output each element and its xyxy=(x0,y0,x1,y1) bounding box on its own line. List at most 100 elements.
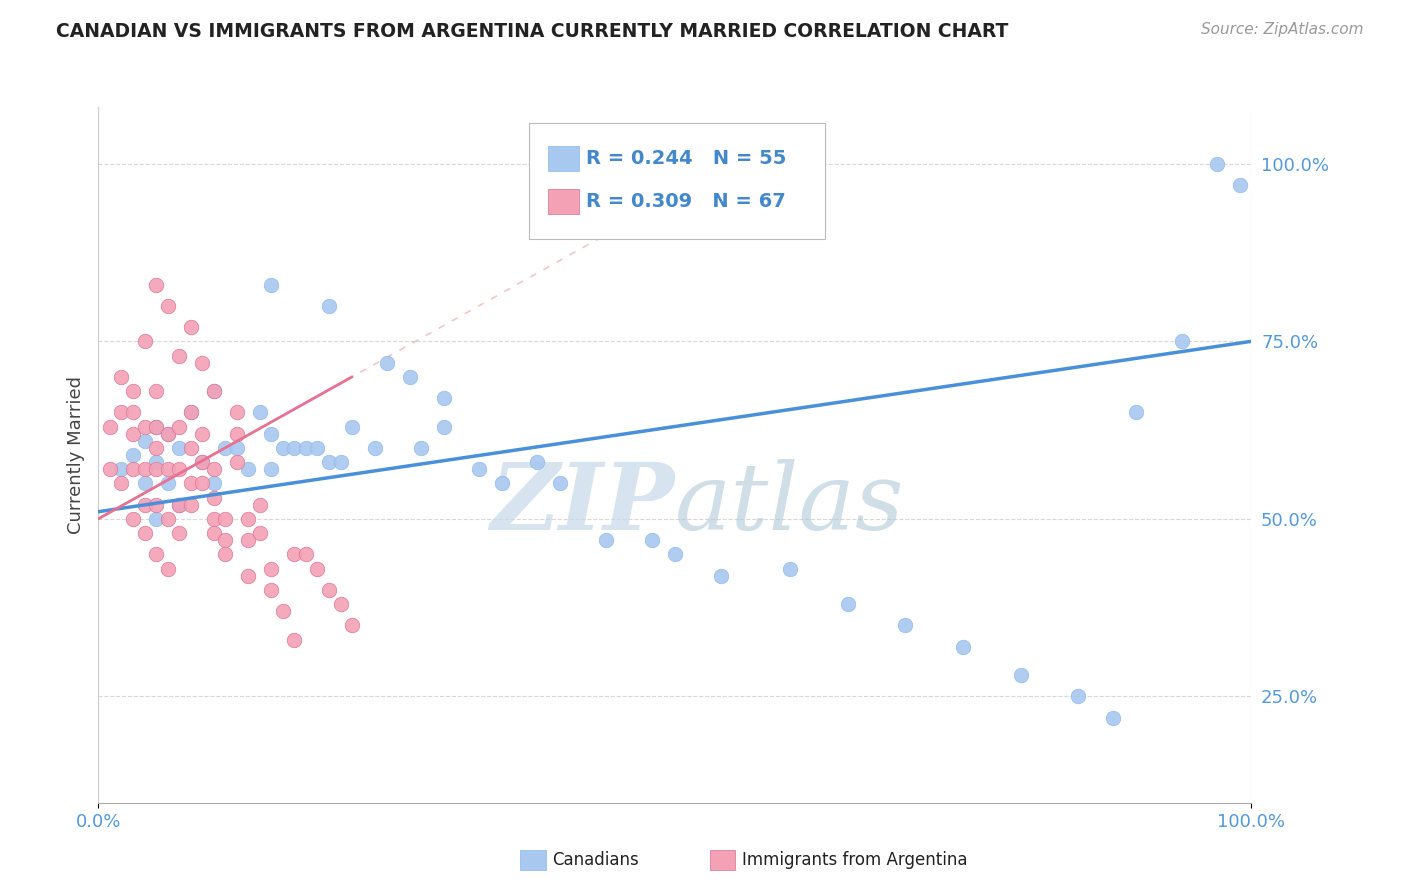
Point xyxy=(295,441,318,455)
Point xyxy=(122,512,145,526)
Point xyxy=(202,384,225,398)
Point xyxy=(398,369,420,384)
Point xyxy=(1229,178,1251,193)
Point xyxy=(548,476,571,491)
Point xyxy=(779,561,801,575)
Point xyxy=(952,640,974,654)
Point xyxy=(433,391,456,405)
Point xyxy=(837,597,859,611)
Point xyxy=(283,547,305,561)
Point xyxy=(167,498,190,512)
Point xyxy=(295,547,318,561)
Point xyxy=(122,384,145,398)
Point xyxy=(180,405,202,419)
Point xyxy=(260,462,283,476)
Point xyxy=(340,419,363,434)
Point xyxy=(411,441,433,455)
Point xyxy=(145,512,167,526)
Text: R = 0.309   N = 67: R = 0.309 N = 67 xyxy=(586,192,786,211)
Point xyxy=(202,512,225,526)
Point xyxy=(202,491,225,505)
Point xyxy=(1125,405,1147,419)
Point xyxy=(156,426,179,441)
Point xyxy=(145,462,167,476)
Point xyxy=(283,632,305,647)
Point xyxy=(214,441,236,455)
Point xyxy=(134,434,156,448)
Point xyxy=(318,455,340,469)
Point xyxy=(329,597,352,611)
Point xyxy=(134,476,156,491)
Text: ZIP: ZIP xyxy=(491,458,675,549)
Point xyxy=(122,405,145,419)
Point xyxy=(238,512,260,526)
Point xyxy=(134,334,156,349)
Point xyxy=(307,561,329,575)
Point xyxy=(156,299,179,313)
Point xyxy=(110,369,132,384)
Point xyxy=(260,561,283,575)
Point xyxy=(134,419,156,434)
Point xyxy=(122,448,145,462)
Point xyxy=(491,476,513,491)
Point xyxy=(180,441,202,455)
Point xyxy=(134,526,156,541)
Point xyxy=(641,533,664,548)
Point xyxy=(238,462,260,476)
Point xyxy=(156,462,179,476)
Point xyxy=(595,533,617,548)
Point xyxy=(225,405,247,419)
Point xyxy=(364,441,387,455)
Point xyxy=(110,476,132,491)
Point xyxy=(329,455,352,469)
Text: Source: ZipAtlas.com: Source: ZipAtlas.com xyxy=(1201,22,1364,37)
Point xyxy=(710,568,733,582)
Point xyxy=(894,618,917,632)
Point xyxy=(191,455,214,469)
Text: Canadians: Canadians xyxy=(553,851,640,869)
Point xyxy=(260,426,283,441)
Point xyxy=(1067,690,1090,704)
Point xyxy=(180,498,202,512)
Point xyxy=(1205,157,1227,171)
Point xyxy=(225,426,247,441)
Point xyxy=(1010,668,1032,682)
Point xyxy=(271,441,294,455)
Point xyxy=(145,455,167,469)
Point xyxy=(145,419,167,434)
Point xyxy=(145,277,167,292)
Point xyxy=(1102,710,1125,724)
Point xyxy=(214,533,236,548)
Point xyxy=(271,604,294,618)
Point xyxy=(145,547,167,561)
Point xyxy=(202,462,225,476)
Text: R = 0.244   N = 55: R = 0.244 N = 55 xyxy=(586,149,786,168)
Point xyxy=(340,618,363,632)
Point xyxy=(145,498,167,512)
Point xyxy=(145,441,167,455)
Point xyxy=(318,582,340,597)
Point xyxy=(202,526,225,541)
Point xyxy=(225,455,247,469)
Point xyxy=(167,526,190,541)
Point xyxy=(249,498,271,512)
Point xyxy=(180,320,202,334)
Point xyxy=(214,512,236,526)
Point xyxy=(180,405,202,419)
Text: CANADIAN VS IMMIGRANTS FROM ARGENTINA CURRENTLY MARRIED CORRELATION CHART: CANADIAN VS IMMIGRANTS FROM ARGENTINA CU… xyxy=(56,22,1008,41)
Point xyxy=(156,512,179,526)
Text: atlas: atlas xyxy=(675,458,904,549)
Point xyxy=(468,462,491,476)
Point xyxy=(526,455,548,469)
Point xyxy=(134,462,156,476)
Point xyxy=(122,462,145,476)
Point xyxy=(191,356,214,370)
Point xyxy=(664,547,686,561)
Point xyxy=(283,441,305,455)
Point xyxy=(191,426,214,441)
Point xyxy=(214,547,236,561)
Point xyxy=(98,419,121,434)
Point xyxy=(156,476,179,491)
Point xyxy=(202,476,225,491)
Point xyxy=(110,405,132,419)
